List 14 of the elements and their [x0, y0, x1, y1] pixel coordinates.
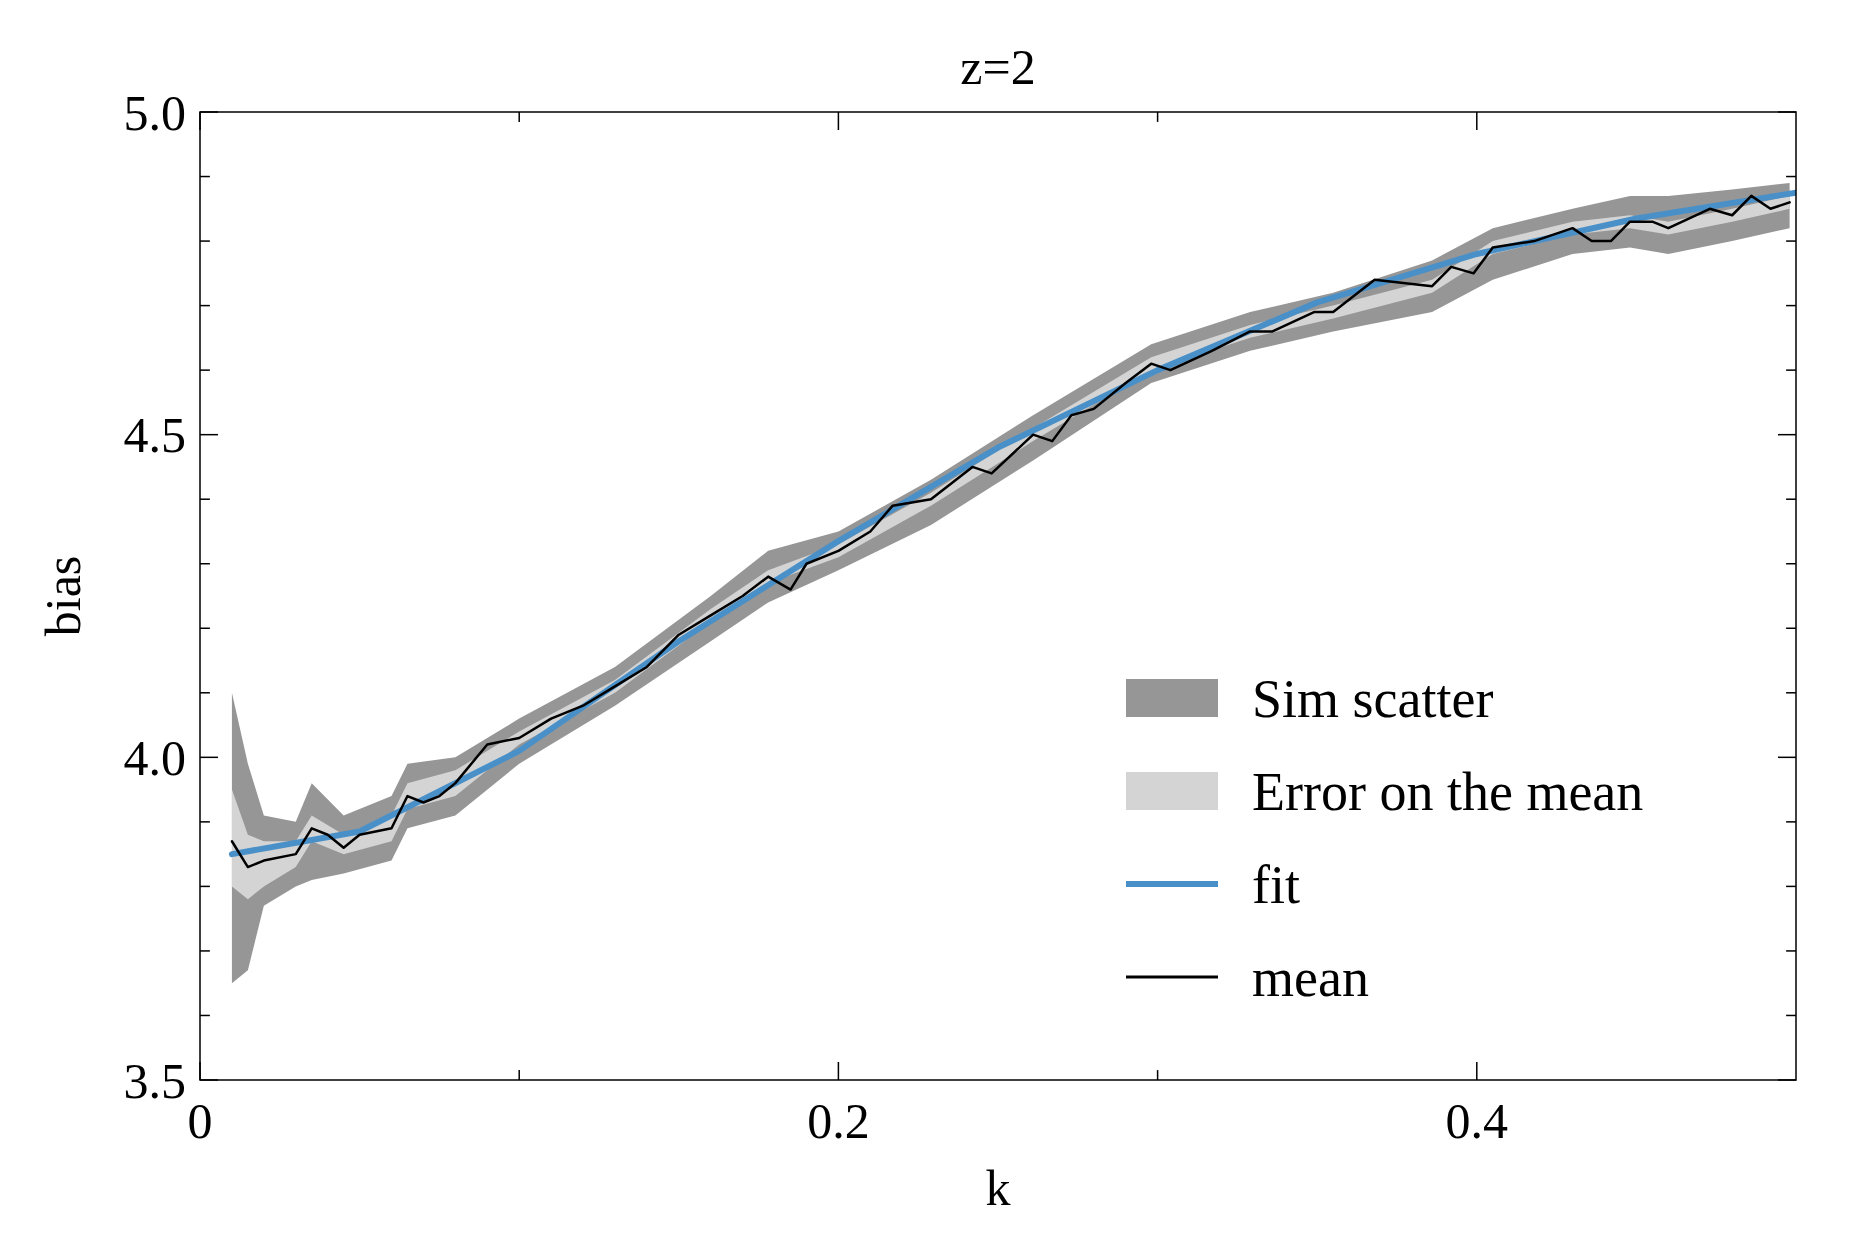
y-axis-title: bias — [35, 555, 91, 637]
y-tick-label: 5.0 — [123, 84, 186, 141]
x-tick-label: 0.2 — [807, 1093, 870, 1149]
legend-label: fit — [1252, 854, 1300, 915]
chart-title: z=2 — [960, 39, 1036, 95]
legend-label: mean — [1252, 947, 1369, 1008]
y-tick-label: 4.5 — [123, 407, 186, 464]
y-tick-label: 4.0 — [123, 729, 186, 786]
x-tick-label: 0.4 — [1445, 1093, 1509, 1149]
legend-label: Error on the mean — [1252, 761, 1644, 822]
x-tick-label: 0 — [187, 1093, 213, 1149]
legend-label: Sim scatter — [1252, 668, 1494, 729]
y-tick-label: 3.5 — [123, 1052, 186, 1109]
x-axis-title: k — [985, 1160, 1011, 1216]
